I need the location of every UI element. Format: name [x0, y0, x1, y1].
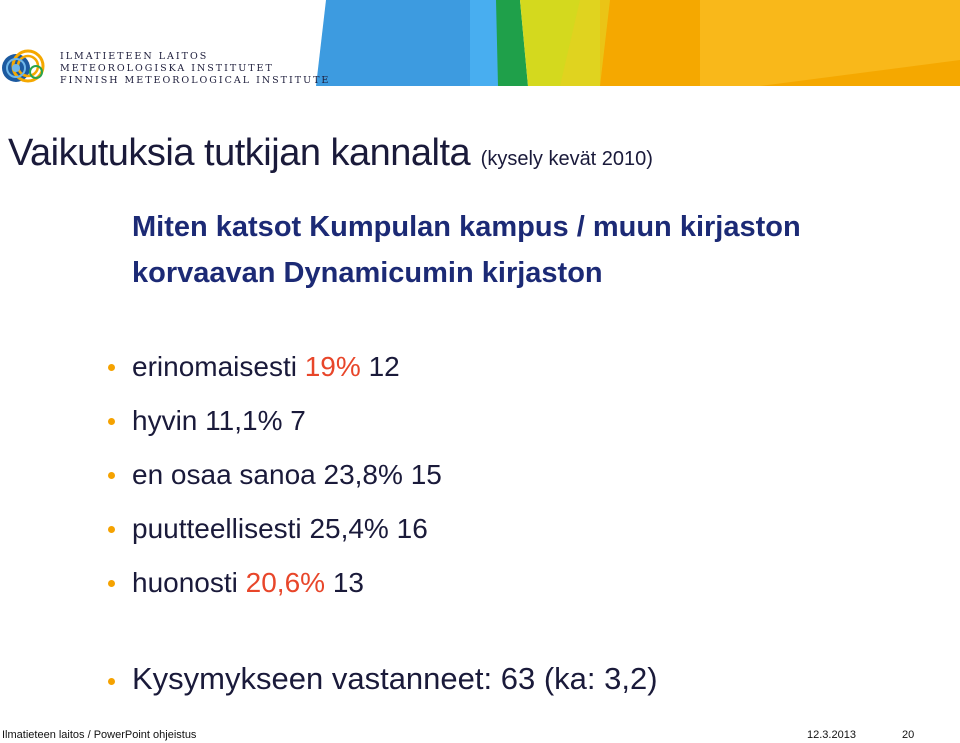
response-percent: 11,1%: [205, 405, 283, 436]
header-banner: [316, 0, 960, 86]
org-line-fi: ILMATIETEEN LAITOS: [60, 51, 209, 62]
response-count: 16: [396, 513, 428, 544]
response-count: 13: [332, 567, 364, 598]
org-line-en: FINNISH METEOROLOGICAL INSTITUTE: [60, 75, 331, 86]
response-percent: 25,4%: [309, 513, 389, 544]
response-count: 12: [368, 351, 400, 382]
organization-name: ILMATIETEEN LAITOS METEOROLOGISKA INSTIT…: [60, 51, 330, 87]
survey-question: Miten katsot Kumpulan kampus / muun kirj…: [132, 204, 932, 296]
question-line-1: Miten katsot Kumpulan kampus / muun kirj…: [132, 211, 801, 243]
response-percent: 20,6%: [245, 567, 326, 598]
response-label: huonosti: [132, 567, 238, 598]
response-percent: 23,8%: [323, 459, 403, 490]
summary-text: Kysymykseen vastanneet: 63 (ka: 3,2): [132, 661, 658, 696]
response-label: hyvin: [132, 405, 198, 436]
bullet-icon: [108, 526, 115, 533]
response-percent: 19%: [304, 351, 361, 382]
question-line-2: korvaavan Dynamicumin kirjaston: [132, 257, 603, 289]
bullet-icon: [108, 364, 115, 371]
bullet-icon: [108, 418, 115, 425]
slide-footer: Ilmatieteen laitos / PowerPoint ohjeistu…: [0, 727, 960, 743]
title-main: Vaikutuksia tutkijan kannalta: [8, 132, 471, 174]
org-line-sv: METEOROLOGISKA INSTITUTET: [60, 63, 274, 74]
title-note: (kysely kevät 2010): [480, 148, 653, 170]
fmi-logo-icon: [0, 42, 52, 94]
response-count: 15: [410, 459, 442, 490]
bullet-icon: [108, 580, 115, 587]
footer-text: Ilmatieteen laitos / PowerPoint ohjeistu…: [2, 729, 197, 741]
footer-date: 12.3.2013: [807, 729, 856, 741]
response-count: 7: [290, 405, 306, 436]
response-label: erinomaisesti: [132, 351, 297, 382]
bullet-icon: [108, 678, 115, 685]
page-number: 20: [902, 729, 915, 741]
response-label: puutteellisesti: [132, 513, 302, 544]
slide-title: Vaikutuksia tutkijan kannalta (kysely ke…: [8, 132, 653, 175]
response-label: en osaa sanoa: [132, 459, 316, 490]
bullet-icon: [108, 472, 115, 479]
